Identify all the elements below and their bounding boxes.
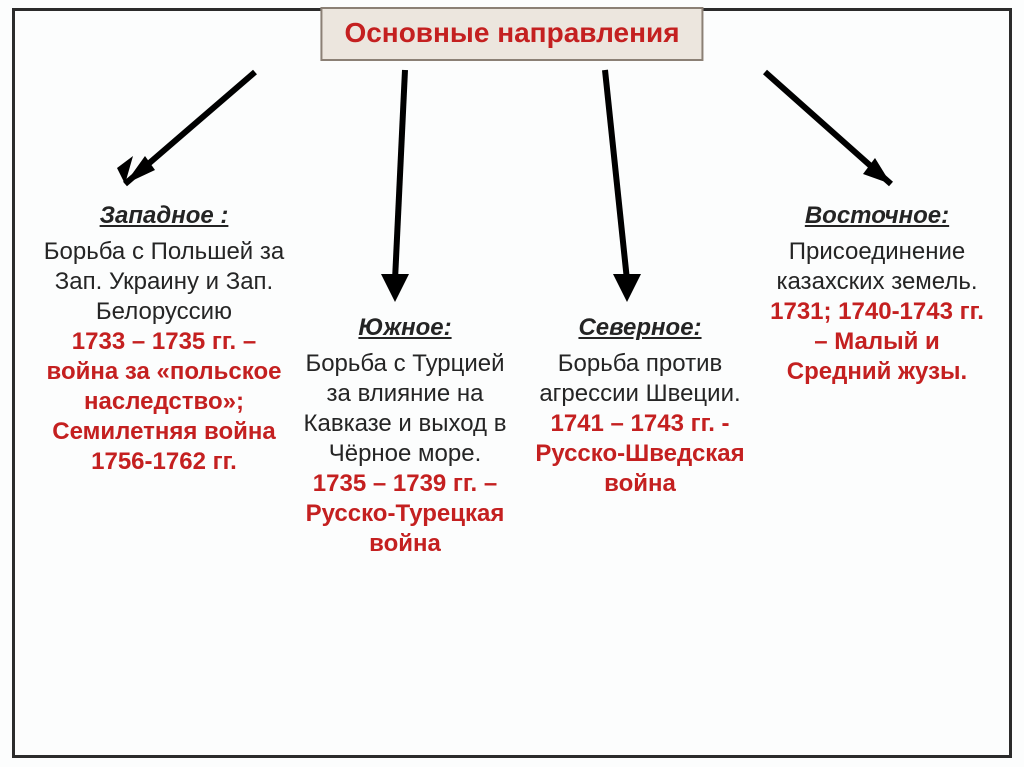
column-title: Восточное: [805,201,949,231]
arrow-south [325,66,445,306]
column-desc: Борьба против агрессии Швеции. [539,350,740,407]
column-desc: Борьба с Польшей за Зап. Украину и Зап. … [44,238,284,325]
column-highlight: 1741 – 1743 гг. - Русско-Шведская война [535,410,744,497]
column-desc: Борьба с Турцией за влияние на Кавказе и… [304,350,507,467]
arrow-east [755,66,915,206]
column-title: Южное: [358,313,451,343]
column-desc: Присоединение казахских земель. [776,238,977,295]
column-south: Южное: Борьба с Турцией за влияние на Ка… [291,313,519,559]
column-title: Западное : [100,201,229,231]
arrow-north-col [575,66,675,306]
column-west: Западное : Борьба с Польшей за Зап. Укра… [43,201,285,477]
diagram-frame: Основные направления Западное : Борьба с… [12,8,1012,758]
arrow-west [105,66,265,206]
header-box: Основные направления [320,7,703,61]
header-title: Основные направления [344,17,679,48]
column-north: Северное: Борьба против агрессии Швеции.… [525,313,755,499]
column-highlight: 1731; 1740-1743 гг. – Малый и Средний жу… [770,298,984,385]
column-east: Восточное: Присоединение казахских земел… [765,201,989,387]
column-title: Северное: [578,313,701,343]
column-highlight: 1735 – 1739 гг. – Русско-Турецкая война [306,470,505,557]
column-highlight: 1733 – 1735 гг. – война за «польское нас… [47,328,282,475]
